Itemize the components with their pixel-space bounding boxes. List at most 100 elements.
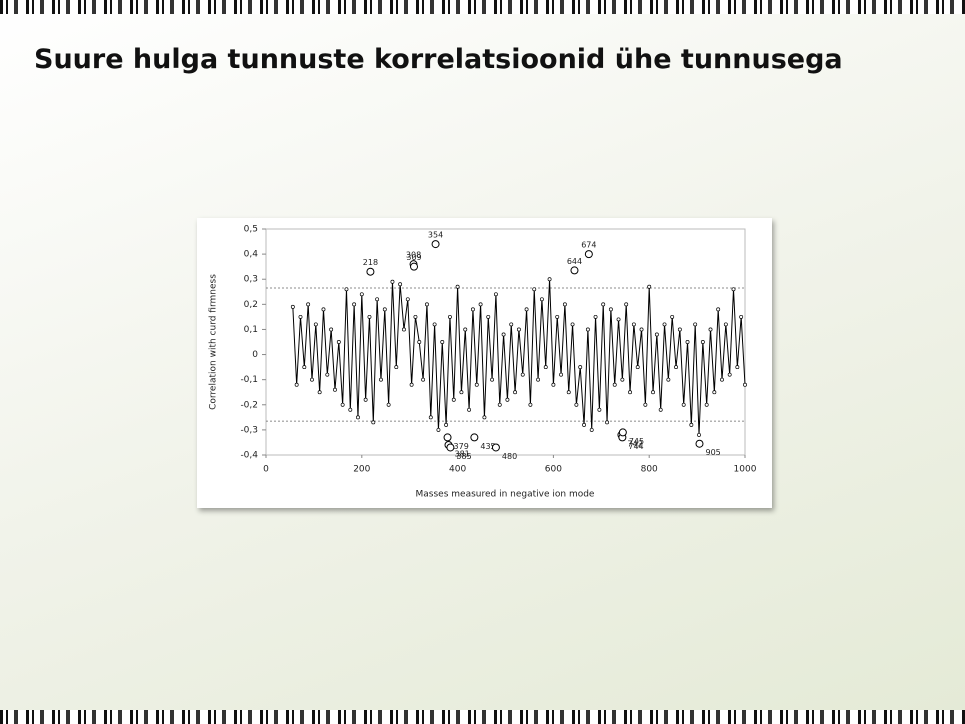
data-point <box>586 328 589 331</box>
data-point <box>594 315 597 318</box>
data-point <box>326 373 329 376</box>
data-point <box>533 288 536 291</box>
highlight-label: 309 <box>406 253 421 262</box>
data-point <box>402 328 405 331</box>
data-point <box>295 383 298 386</box>
data-point <box>395 366 398 369</box>
data-point <box>571 323 574 326</box>
data-point <box>644 403 647 406</box>
data-point <box>448 315 451 318</box>
data-point <box>705 403 708 406</box>
data-point <box>314 323 317 326</box>
data-point <box>467 408 470 411</box>
data-point <box>517 328 520 331</box>
y-tick-label: -0,1 <box>240 375 258 385</box>
data-point <box>510 323 513 326</box>
highlight-label: 674 <box>581 241 596 250</box>
data-point <box>345 288 348 291</box>
data-point <box>697 433 700 436</box>
data-point <box>525 308 528 311</box>
data-point <box>625 303 628 306</box>
y-tick-label: -0,4 <box>240 451 258 461</box>
data-point <box>736 366 739 369</box>
data-point <box>368 315 371 318</box>
highlight-label: 354 <box>428 231 443 240</box>
data-point <box>529 403 532 406</box>
data-point <box>579 366 582 369</box>
y-tick-label: 0,4 <box>244 250 259 260</box>
data-point <box>406 298 409 301</box>
data-point <box>383 308 386 311</box>
data-point <box>567 391 570 394</box>
data-point <box>740 315 743 318</box>
data-point <box>322 308 325 311</box>
data-point <box>456 285 459 288</box>
chart-image: Correlation with curd firmness Masses me… <box>197 218 772 508</box>
data-point <box>437 428 440 431</box>
highlight-point <box>696 440 703 447</box>
data-point <box>563 303 566 306</box>
data-point <box>341 403 344 406</box>
y-tick-label: 0,3 <box>244 275 258 285</box>
data-point <box>544 366 547 369</box>
data-point <box>655 333 658 336</box>
data-point <box>667 378 670 381</box>
y-tick-label: 0,2 <box>244 300 258 310</box>
chart: Correlation with curd firmness Masses me… <box>197 218 772 508</box>
y-tick-label: -0,3 <box>240 425 258 435</box>
x-tick-label: 400 <box>449 465 466 475</box>
data-point <box>651 391 654 394</box>
x-tick-label: 0 <box>263 465 269 475</box>
data-point <box>425 303 428 306</box>
data-point <box>502 333 505 336</box>
data-point <box>598 408 601 411</box>
data-point <box>663 323 666 326</box>
data-point <box>743 383 746 386</box>
data-point <box>483 416 486 419</box>
data-point <box>445 423 448 426</box>
data-point <box>379 378 382 381</box>
data-point <box>628 391 631 394</box>
data-point <box>372 421 375 424</box>
data-point <box>513 391 516 394</box>
data-point <box>636 366 639 369</box>
data-point <box>307 303 310 306</box>
data-point <box>724 323 727 326</box>
slide: Suure hulga tunnuste korrelatsioonid ühe… <box>0 0 965 724</box>
bottom-stripe <box>0 710 965 724</box>
x-tick-label: 800 <box>641 465 658 475</box>
data-point <box>299 315 302 318</box>
data-point <box>559 373 562 376</box>
top-stripe <box>0 0 965 14</box>
y-tick-label: -0,2 <box>240 400 258 410</box>
data-point <box>399 283 402 286</box>
data-point <box>441 340 444 343</box>
data-point <box>452 398 455 401</box>
data-point <box>686 340 689 343</box>
data-point <box>364 398 367 401</box>
highlight-point <box>619 429 626 436</box>
x-tick-label: 600 <box>545 465 562 475</box>
highlight-point <box>367 268 374 275</box>
data-point <box>391 280 394 283</box>
highlight-point <box>432 241 439 248</box>
data-point <box>433 323 436 326</box>
data-point <box>720 378 723 381</box>
data-point <box>609 308 612 311</box>
data-point <box>536 378 539 381</box>
highlight-label: 745 <box>629 437 644 446</box>
highlight-label: 385 <box>456 452 471 461</box>
data-point <box>422 378 425 381</box>
highlight-label: 905 <box>705 448 720 457</box>
data-point <box>678 328 681 331</box>
highlight-point <box>411 263 418 270</box>
highlight-label: 644 <box>567 257 582 266</box>
y-axis-label: Correlation with curd firmness <box>209 274 219 410</box>
highlight-label: 480 <box>502 452 517 461</box>
data-point <box>640 328 643 331</box>
data-point <box>349 408 352 411</box>
data-point <box>310 378 313 381</box>
data-point <box>617 318 620 321</box>
data-point <box>709 328 712 331</box>
x-tick-label: 200 <box>353 465 370 475</box>
